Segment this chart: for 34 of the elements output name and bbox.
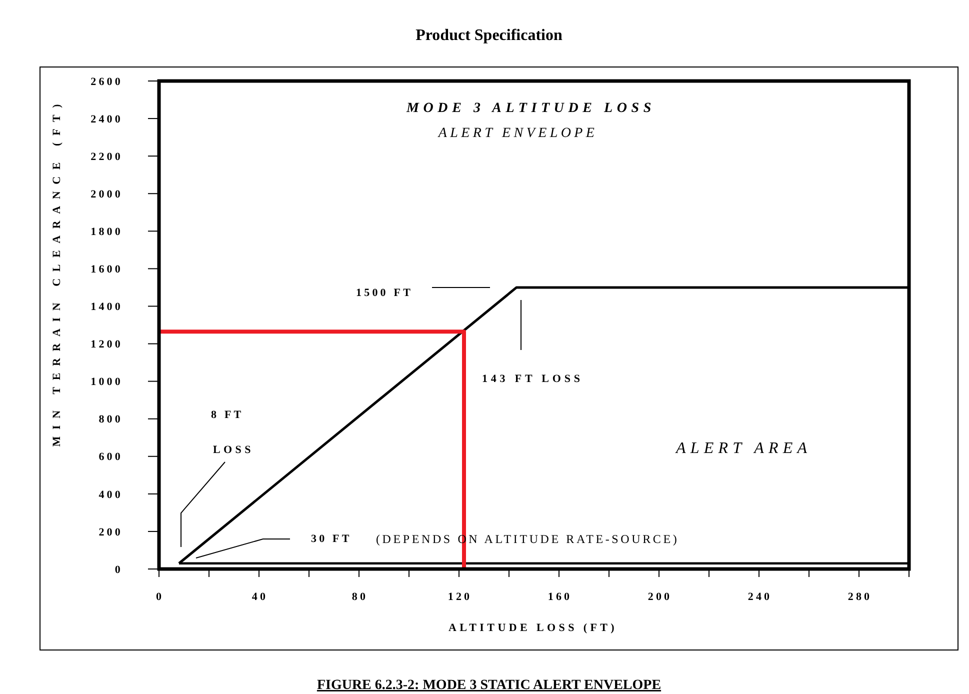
chart-title: Product Specification	[416, 27, 562, 44]
y-tick-label: 1000	[90, 376, 123, 388]
y-tick-label: 1400	[90, 301, 123, 314]
y-axis-title: MIN TERRAIN CLEARANCE (FT)	[51, 97, 63, 447]
y-tick-label: 2000	[90, 188, 123, 200]
y-tick-label: 0	[114, 564, 123, 576]
annotation: LOSS	[213, 444, 254, 456]
y-tick-label: 1800	[90, 226, 123, 238]
annotation: 8 FT	[211, 409, 244, 421]
x-tick-label: 0	[156, 591, 164, 603]
y-tick-label: 2400	[90, 113, 123, 126]
annotation: 30 FT	[311, 533, 352, 545]
x-tick-label: 200	[648, 591, 672, 603]
x-axis-title: ALTITUDE LOSS (FT)	[448, 622, 618, 634]
x-tick-label: 240	[748, 591, 772, 603]
annotation: ALERT AREA	[675, 440, 812, 457]
annotation: 143 FT LOSS	[482, 373, 584, 385]
x-tick-label: 40	[252, 591, 268, 603]
x-tick-label: 160	[548, 591, 572, 603]
y-tick-label: 600	[98, 451, 123, 464]
x-tick-label: 280	[848, 591, 872, 603]
y-tick-label: 800	[98, 414, 123, 426]
y-tick-label: 1600	[90, 264, 123, 276]
y-tick-label: 1200	[90, 338, 123, 351]
y-tick-label: 2200	[90, 150, 123, 163]
x-tick-label: 120	[448, 591, 472, 603]
y-tick-label: 200	[98, 526, 123, 538]
annotation: 1500 FT	[356, 287, 414, 299]
annotation: ALERT ENVELOPE	[437, 126, 598, 141]
y-tick-label: 400	[98, 488, 123, 501]
y-tick-label: 2600	[90, 76, 123, 88]
annotation: MODE 3 ALTITUDE LOSS	[406, 101, 656, 116]
x-tick-label: 80	[352, 591, 368, 603]
caption: FIGURE 6.2.3-2: MODE 3 STATIC ALERT ENVELOPE	[316, 678, 662, 693]
